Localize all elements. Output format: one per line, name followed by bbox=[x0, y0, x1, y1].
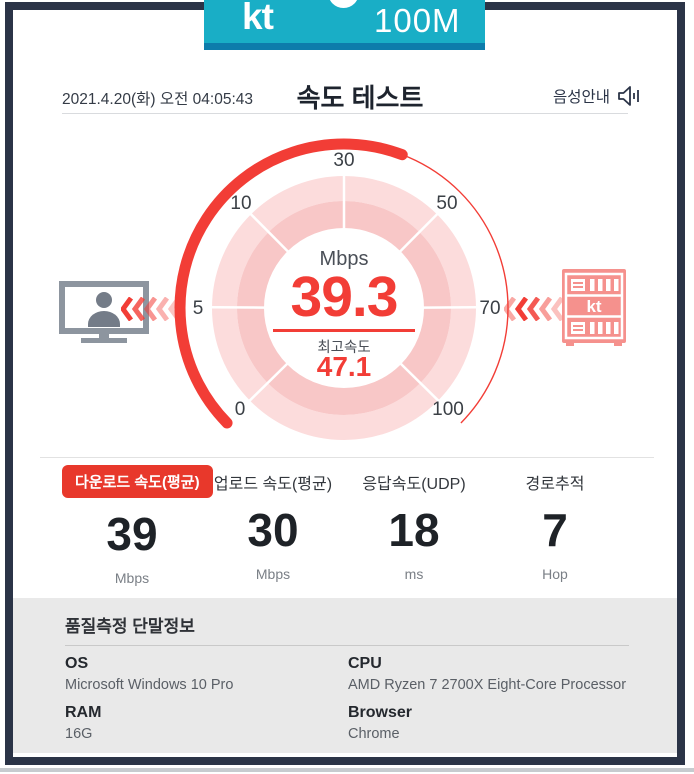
kt-logo: kt bbox=[242, 0, 274, 37]
kt-server-icon: kt bbox=[562, 269, 626, 346]
download-speed-badge[interactable]: 다운로드 속도(평균) bbox=[62, 465, 213, 498]
gauge-tick-70: 70 bbox=[479, 298, 501, 319]
stat-upload-speed[interactable]: 업로드 속도(평균) 30 Mbps bbox=[203, 462, 343, 582]
device-info-browser: Browser Chrome bbox=[348, 704, 412, 742]
speed-gauge bbox=[174, 138, 509, 440]
device-info-os: OS Microsoft Windows 10 Pro bbox=[65, 655, 233, 693]
page-title: 속도 테스트 bbox=[296, 83, 424, 113]
voice-guide-button[interactable]: 음성안내 bbox=[553, 85, 642, 107]
plan-speed-label: 100M bbox=[374, 2, 461, 39]
kt-banner: kt 100M bbox=[204, 0, 485, 50]
voice-guide-label: 음성안내 bbox=[553, 89, 611, 106]
device-info-panel: 품질측정 단말정보 OS Microsoft Windows 10 Pro CP… bbox=[13, 598, 677, 753]
stats-divider bbox=[40, 457, 654, 458]
download-speed-unit: Mbps bbox=[114, 570, 150, 586]
server-kt-label: kt bbox=[586, 297, 601, 316]
download-speed-value: 39 bbox=[106, 508, 158, 560]
browser-label: Browser bbox=[348, 704, 413, 721]
download-arrows-right bbox=[504, 297, 565, 321]
device-info-ram: RAM 16G bbox=[65, 704, 101, 742]
page-bottom-strip bbox=[0, 768, 694, 772]
banner-gauge-notch bbox=[328, 0, 359, 8]
stat-response-udp[interactable]: 응답속도(UDP) 18 ms bbox=[344, 462, 484, 582]
test-datetime: 2021.4.20(화) 오전 04:05:43 bbox=[62, 91, 254, 108]
header-divider bbox=[62, 113, 628, 114]
stat-download-speed[interactable]: 다운로드 속도(평균) 39 Mbps bbox=[62, 462, 213, 586]
gauge-tick-0: 0 bbox=[234, 399, 246, 420]
gauge-max-speed-value: 47.1 bbox=[316, 351, 372, 382]
response-udp-unit: ms bbox=[404, 566, 424, 582]
download-arrows-left bbox=[121, 297, 182, 321]
response-udp-label: 응답속도(UDP) bbox=[362, 476, 466, 493]
gauge-value-arc bbox=[174, 138, 408, 429]
frame-right bbox=[677, 2, 685, 765]
cpu-value: AMD Ryzen 7 2700X Eight-Core Processor bbox=[348, 677, 627, 693]
speaker-icon[interactable] bbox=[617, 85, 642, 107]
os-value: Microsoft Windows 10 Pro bbox=[65, 677, 234, 693]
gauge-unit-label: Mbps bbox=[319, 248, 369, 270]
stat-route-trace[interactable]: 경로추적 7 Hop bbox=[485, 462, 625, 582]
client-monitor-icon bbox=[59, 281, 149, 343]
gauge-tick-100: 100 bbox=[432, 399, 464, 420]
device-info-cpu: CPU AMD Ryzen 7 2700X Eight-Core Process… bbox=[348, 655, 626, 693]
device-info-divider bbox=[65, 645, 629, 646]
cpu-label: CPU bbox=[348, 655, 382, 672]
frame-left bbox=[5, 2, 13, 765]
upload-speed-label: 업로드 속도(평균) bbox=[213, 476, 333, 493]
gauge-max-speed-label: 최고속도 bbox=[317, 340, 371, 356]
response-udp-value: 18 bbox=[388, 504, 440, 556]
device-info-title: 품질측정 단말정보 bbox=[65, 617, 195, 636]
gauge-tick-10: 10 bbox=[230, 193, 252, 214]
os-label: OS bbox=[65, 655, 89, 672]
route-trace-value: 7 bbox=[542, 504, 568, 556]
upload-speed-value: 30 bbox=[247, 504, 299, 556]
banner-bottom-strip bbox=[204, 43, 485, 50]
route-trace-label: 경로추적 bbox=[525, 476, 585, 493]
ram-label: RAM bbox=[65, 704, 102, 721]
frame-bottom bbox=[5, 757, 685, 765]
gauge-tick-30: 30 bbox=[333, 150, 355, 171]
gauge-underline bbox=[273, 329, 415, 332]
route-trace-unit: Hop bbox=[542, 566, 568, 582]
upload-speed-unit: Mbps bbox=[255, 566, 291, 582]
gauge-segment-dividers bbox=[210, 175, 478, 403]
gauge-current-speed: 39.3 bbox=[290, 265, 399, 329]
ram-value: 16G bbox=[65, 726, 93, 742]
browser-value: Chrome bbox=[348, 726, 400, 742]
gauge-tick-50: 50 bbox=[436, 193, 458, 214]
gauge-tick-5: 5 bbox=[192, 298, 204, 319]
